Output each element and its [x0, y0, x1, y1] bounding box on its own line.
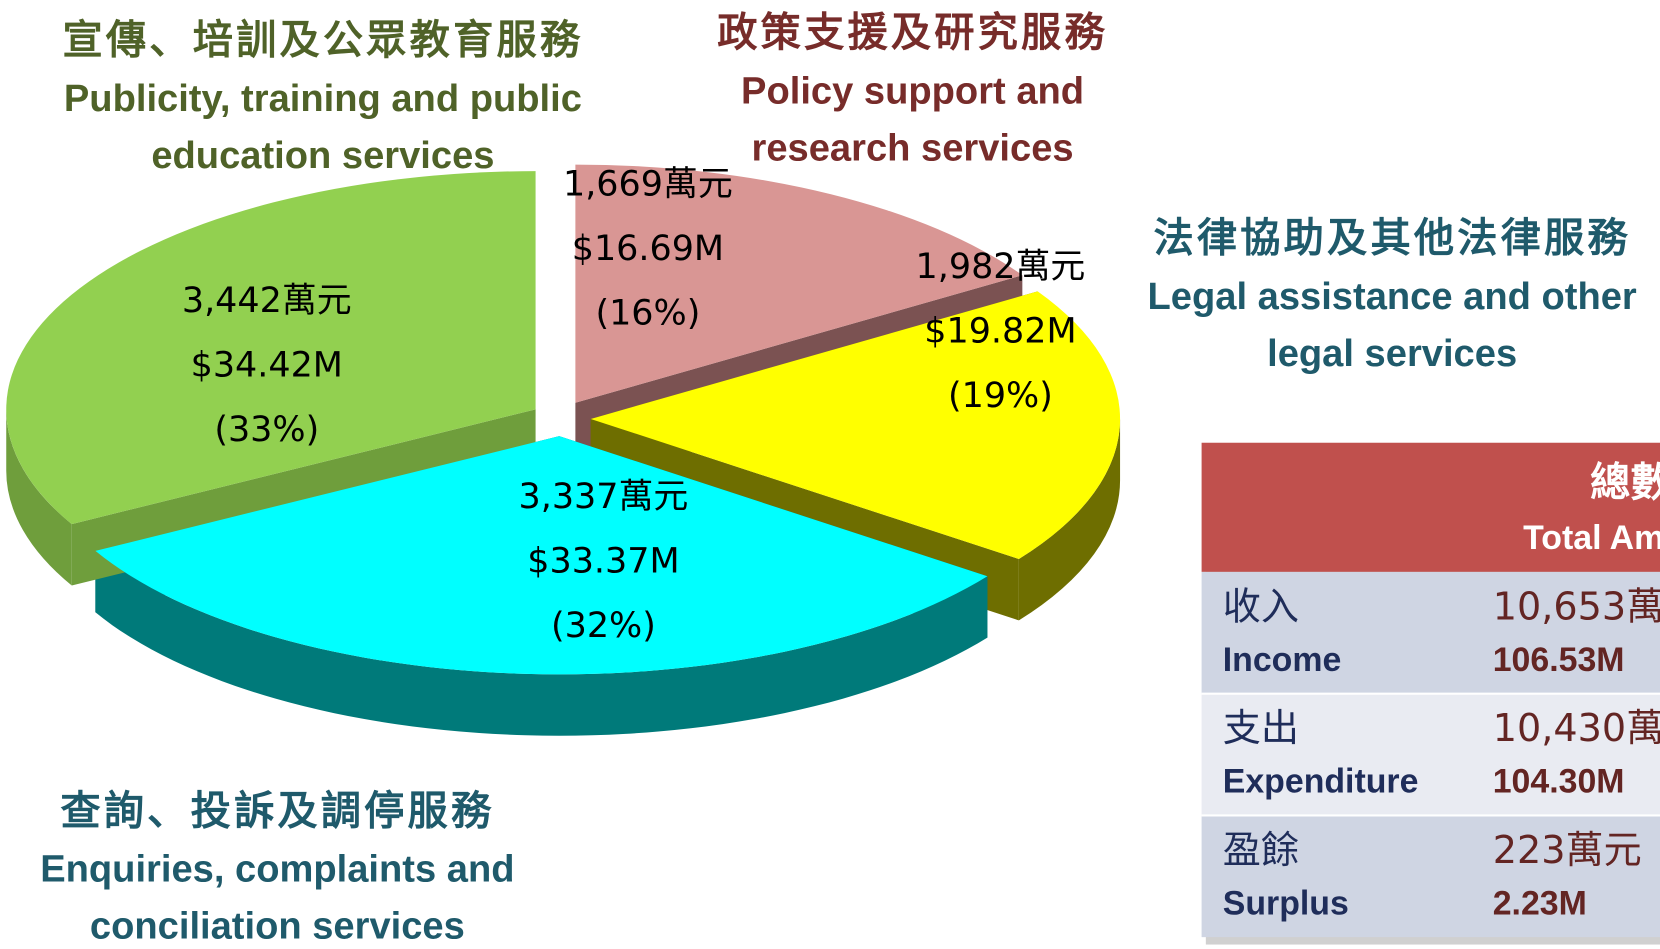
- percent-label: (16%): [595, 294, 700, 334]
- table: 總數 Total Amount 收入 Income 10,653萬元 106.53M 支出 E…: [1201, 442, 1660, 945]
- data-label-zh: 3,337萬元: [519, 477, 689, 517]
- cell-en: 104.30M: [1493, 763, 1625, 801]
- data-label-zh: 3,442萬元: [182, 281, 352, 321]
- slice: [6, 171, 536, 525]
- cell-zh: 10,430萬元: [1493, 706, 1660, 750]
- cell-en: 106.53M: [1493, 641, 1625, 679]
- category-label-en: Policy support and: [741, 70, 1084, 112]
- pie: [6, 164, 1121, 736]
- category-label-en: Legal assistance and other: [1148, 276, 1637, 318]
- cell-en: Expenditure: [1223, 763, 1419, 801]
- labels: 1,669萬元 $16.69M (16%) 1,982萬元 $19.82M (19%) 3,…: [40, 10, 1637, 948]
- cell-en: Surplus: [1223, 884, 1349, 922]
- data-label-zh: 1,982萬元: [916, 247, 1086, 287]
- data-label-zh: 1,669萬元: [563, 164, 733, 204]
- slice-side: [6, 409, 72, 586]
- cell-zh: 收入: [1223, 584, 1299, 628]
- cell-zh: 盈餘: [1223, 828, 1299, 872]
- slice-side: [95, 550, 988, 736]
- slice: [590, 291, 1121, 560]
- table-row: [1201, 693, 1660, 816]
- data-label: $34.42M: [191, 346, 343, 386]
- category-label-en: legal services: [1267, 333, 1517, 375]
- table-header: [1201, 442, 1660, 572]
- cell-en: 2.23M: [1493, 884, 1587, 922]
- category-label-en: conciliation services: [90, 906, 465, 948]
- table-row: [1201, 571, 1660, 694]
- cell-zh: 10,653萬元: [1493, 584, 1660, 628]
- data-label: $33.37M: [527, 541, 679, 581]
- data-label: $19.82M: [924, 312, 1076, 352]
- category-label: 宣傳、培訓及公眾教育服務: [63, 18, 584, 64]
- category-label-en: education services: [151, 135, 494, 177]
- slice: [95, 436, 988, 675]
- percent-label: (19%): [948, 376, 1053, 416]
- data-label: $16.69M: [572, 229, 724, 269]
- category-label-en: Enquiries, complaints and: [40, 849, 514, 891]
- category-label: 法律協助及其他法律服務: [1153, 216, 1630, 262]
- slice: [575, 164, 1023, 403]
- table-row: [1201, 815, 1660, 938]
- category-label-en: research services: [752, 128, 1074, 170]
- percent-label: (32%): [551, 606, 656, 646]
- category-label-en: Publicity, training and public: [64, 78, 582, 120]
- cell-zh: 223萬元: [1493, 828, 1642, 872]
- percent-label: (33%): [214, 410, 319, 450]
- slice-side: [1018, 418, 1121, 621]
- cell-zh: 支出: [1223, 706, 1299, 750]
- table-header-zh: 總數: [1590, 460, 1660, 506]
- category-label: 查詢、投訴及調停服務: [60, 788, 494, 834]
- category-label: 政策支援及研究服務: [717, 10, 1108, 56]
- cell-en: Income: [1223, 641, 1342, 679]
- table-header-en: Total Amount: [1523, 519, 1660, 557]
